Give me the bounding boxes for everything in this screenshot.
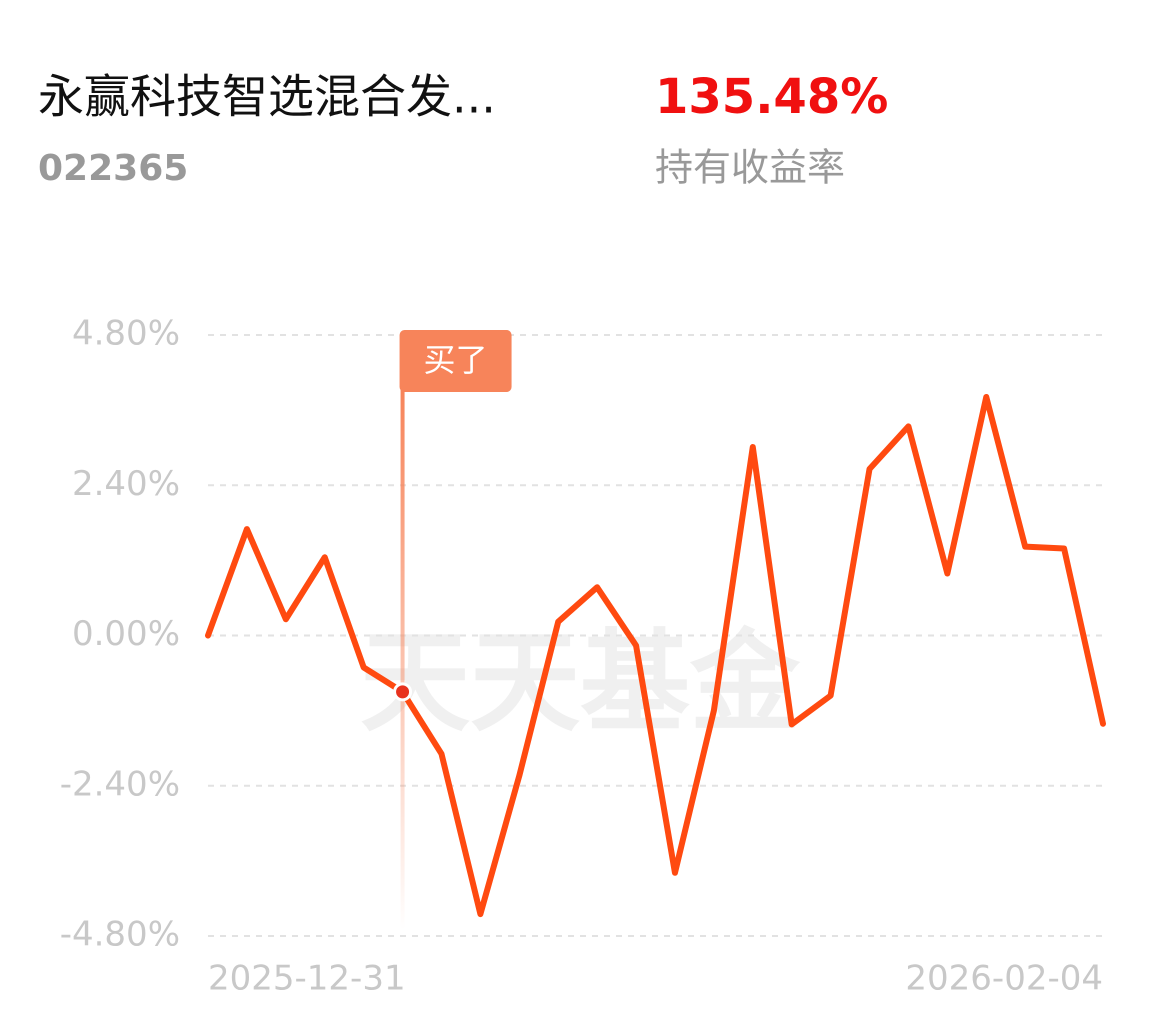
y-tick-label: -4.80%: [60, 915, 180, 955]
return-value: 135.48%: [655, 69, 888, 125]
buy-tag-label: 买了: [424, 341, 488, 379]
y-tick-label: 4.80%: [72, 314, 180, 354]
buy-tag: [399, 330, 512, 392]
y-tick-label: 2.40%: [72, 464, 180, 504]
x-tick-label: 2025-12-31: [208, 959, 406, 999]
fund-title: 永赢科技智选混合发...: [38, 70, 496, 124]
x-tick-label: 2026-02-04: [905, 959, 1103, 999]
y-tick-label: -2.40%: [60, 764, 180, 804]
buy-point: [393, 682, 413, 702]
fund-code: 022365: [38, 148, 188, 189]
return-label: 持有收益率: [655, 146, 845, 190]
watermark: 天天基金: [360, 618, 801, 746]
buy-guide: [400, 390, 405, 930]
y-tick-label: 0.00%: [72, 614, 180, 654]
series-line: [205, 393, 1106, 918]
